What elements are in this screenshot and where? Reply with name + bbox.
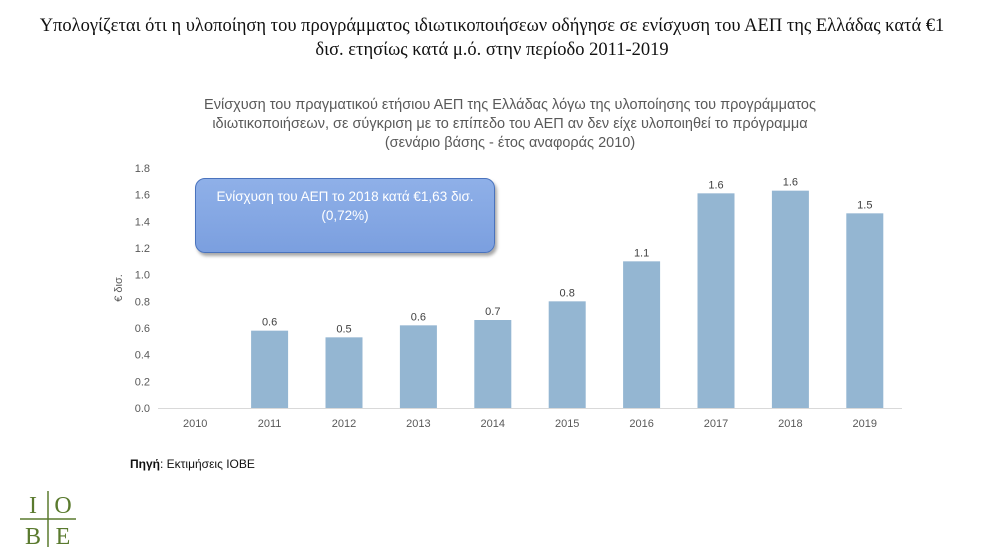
callout-line-2: (0,72%) xyxy=(321,208,369,223)
source-note: Πηγή: Εκτιμήσεις ΙΟΒΕ xyxy=(130,457,255,471)
bar-2014 xyxy=(474,320,512,408)
bar-2018 xyxy=(771,190,809,408)
data-label-2012: 0.5 xyxy=(336,323,351,335)
data-label-2018: 1.6 xyxy=(783,177,798,189)
y-axis-label: € δισ. xyxy=(113,274,125,302)
x-tick-label-2018: 2018 xyxy=(778,418,802,430)
y-tick-label: 1.2 xyxy=(135,243,150,255)
source-label: Πηγή xyxy=(130,457,160,471)
y-tick-label: 0.8 xyxy=(135,296,150,308)
data-label-2014: 0.7 xyxy=(485,306,500,318)
x-tick-label-2012: 2012 xyxy=(332,418,356,430)
bar-2015 xyxy=(548,301,586,408)
data-label-2013: 0.6 xyxy=(411,311,426,323)
logo-letter-o: O xyxy=(54,493,71,519)
y-tick-label: 1.8 xyxy=(135,163,150,175)
source-text: : Εκτιμήσεις ΙΟΒΕ xyxy=(160,457,255,471)
x-tick-label-2019: 2019 xyxy=(853,418,877,430)
logo-letter-b: B xyxy=(25,524,41,550)
gdp-2018-callout: Ενίσχυση του ΑΕΠ το 2018 κατά €1,63 δισ.… xyxy=(195,178,495,253)
headline: Υπολογίζεται ότι η υλοποίηση του προγράμ… xyxy=(0,14,984,62)
x-tick-label-2016: 2016 xyxy=(629,418,653,430)
x-tick-label-2015: 2015 xyxy=(555,418,579,430)
y-tick-label: 1.0 xyxy=(135,270,150,282)
bar-2011 xyxy=(251,330,289,408)
y-tick-label: 0.4 xyxy=(135,350,150,362)
headline-line-1: Υπολογίζεται ότι η υλοποίηση του προγράμ… xyxy=(39,16,945,36)
callout-line-1: Ενίσχυση του ΑΕΠ το 2018 κατά €1,63 δισ. xyxy=(216,189,474,204)
data-label-2015: 0.8 xyxy=(560,287,575,299)
y-tick-label: 1.4 xyxy=(135,216,150,228)
chart-title-line-2: ιδιωτικοποιήσεων, σε σύγκριση με το επίπ… xyxy=(212,116,808,132)
bar-2013 xyxy=(399,325,437,408)
data-label-2019: 1.5 xyxy=(857,199,872,211)
x-tick-label-2014: 2014 xyxy=(481,418,505,430)
x-tick-label-2017: 2017 xyxy=(704,418,728,430)
iobe-logo: I O B E xyxy=(20,491,76,550)
chart-title: Ενίσχυση του πραγματικού ετήσιου ΑΕΠ της… xyxy=(120,96,900,153)
logo-letter-i: I xyxy=(29,493,37,519)
data-label-2011: 0.6 xyxy=(262,317,277,329)
y-tick-label: 0.0 xyxy=(135,403,150,415)
bar-2017 xyxy=(697,193,735,408)
chart-title-line-1: Ενίσχυση του πραγματικού ετήσιου ΑΕΠ της… xyxy=(204,97,816,113)
x-tick-label-2013: 2013 xyxy=(406,418,430,430)
logo-letter-e: E xyxy=(56,524,71,550)
bar-2012 xyxy=(325,337,363,408)
headline-line-2: δισ. ετησίως κατά μ.ό. στην περίοδο 2011… xyxy=(315,40,669,60)
bar-2019 xyxy=(846,213,884,408)
data-label-2016: 1.1 xyxy=(634,247,649,259)
chart-title-line-3: (σενάριο βάσης - έτος αναφοράς 2010) xyxy=(384,135,636,151)
data-label-2017: 1.6 xyxy=(708,179,723,191)
y-tick-label: 1.6 xyxy=(135,190,150,202)
x-tick-label-2011: 2011 xyxy=(258,418,282,430)
bar-2016 xyxy=(623,261,661,408)
x-tick-label-2010: 2010 xyxy=(183,418,207,430)
y-tick-label: 0.6 xyxy=(135,323,150,335)
y-tick-label: 0.2 xyxy=(135,376,150,388)
